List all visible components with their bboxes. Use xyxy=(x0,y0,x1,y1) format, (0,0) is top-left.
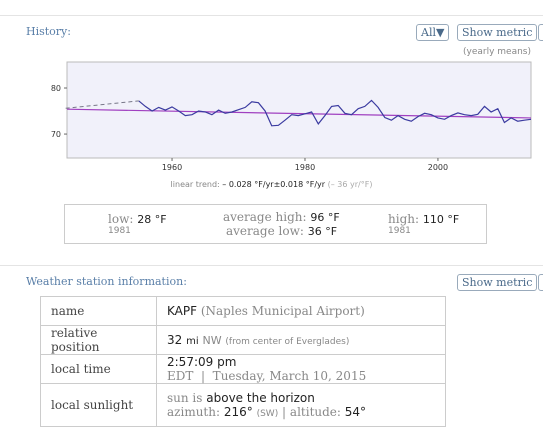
value-pre: sun is xyxy=(167,391,203,405)
row-value: 2:57:09 pm EDT | Tuesday, March 10, 2015 xyxy=(156,354,446,384)
separator: | xyxy=(282,405,287,419)
stat-year: 1981 xyxy=(388,226,411,236)
value-extra: EDT | Tuesday, March 10, 2015 xyxy=(167,369,367,383)
stat-label: low: xyxy=(108,212,134,226)
stat-value: 110 °F xyxy=(422,213,460,226)
az-value: 216° xyxy=(223,405,253,419)
divider xyxy=(0,265,543,266)
row-key: local time xyxy=(40,354,157,384)
gap-line xyxy=(65,100,139,109)
row-key: name xyxy=(40,296,157,326)
stat-avg: average high: 96 °F average low: 36 °F xyxy=(223,210,340,238)
divider xyxy=(0,15,543,16)
x-tick-label: 1980 xyxy=(295,163,315,172)
metric-button[interactable]: Show metric xyxy=(457,24,538,41)
value-main: KAPF xyxy=(167,304,198,318)
y-tick-label: 70 xyxy=(51,130,61,139)
stat-label: average low: xyxy=(226,224,304,238)
row-value: KAPF (Naples Municipal Airport) xyxy=(156,296,446,326)
x-tick-label: 1960 xyxy=(162,163,182,172)
data-line xyxy=(138,99,532,127)
value-main: 32 xyxy=(167,333,183,347)
y-tick-label: 80 xyxy=(51,84,61,93)
az-label: azimuth: xyxy=(167,405,221,419)
stat-year: 1981 xyxy=(108,226,131,236)
alt-value: 54° xyxy=(344,405,367,419)
trend-text: linear trend: – 0.028 °F/yr±0.018 °F/yr … xyxy=(0,180,543,189)
note: (yearly means) xyxy=(462,47,531,57)
stat-low: low: 28 °F 1981 xyxy=(108,212,167,236)
trend-extra: (– 36 yr/°F) xyxy=(327,180,373,189)
az-dir: (SW) xyxy=(256,409,279,419)
more-button[interactable] xyxy=(538,24,543,41)
range-button[interactable]: All▼ xyxy=(416,24,450,41)
stat-value: 96 °F xyxy=(310,211,340,224)
trend-label: linear trend: xyxy=(170,180,220,189)
alt-label: altitude: xyxy=(289,405,341,419)
trend-line xyxy=(66,108,532,119)
metric-button[interactable]: Show metric xyxy=(457,274,538,291)
value-main: above the horizon xyxy=(206,391,315,405)
stat-high: high: 110 °F 1981 xyxy=(388,212,459,236)
row-key: relative position xyxy=(40,325,157,355)
row-value: 32 mi NW (from center of Everglades) xyxy=(156,325,446,355)
value-extra: (Naples Municipal Airport) xyxy=(200,304,365,318)
stat-label: average high: xyxy=(223,210,307,224)
value-dir: NW xyxy=(202,334,222,347)
value-unit: mi xyxy=(186,336,199,347)
more-button[interactable] xyxy=(538,274,543,291)
value-extra: (from center of Everglades) xyxy=(225,337,350,347)
stat-value: 36 °F xyxy=(307,225,338,238)
plot-area xyxy=(66,61,532,159)
station-table: name KAPF (Naples Municipal Airport) rela… xyxy=(40,296,446,427)
section-label: Weather station information: xyxy=(26,275,187,288)
stat-label: high: xyxy=(388,212,420,226)
chart: 70 80 1960 1980 2000 xyxy=(51,61,532,172)
row-key: local sunlight xyxy=(40,383,157,427)
trend-value: – 0.028 °F/yr±0.018 °F/yr xyxy=(222,180,326,189)
stats-box: low: 28 °F 1981 average high: 96 °F averag… xyxy=(64,204,487,244)
section-label: History: xyxy=(26,25,71,38)
value-main: 2:57:09 pm xyxy=(167,355,237,369)
x-tick-label: 2000 xyxy=(428,163,448,172)
row-value: sun is above the horizon azimuth: 216° (S… xyxy=(156,383,446,427)
stat-value: 28 °F xyxy=(137,213,167,226)
